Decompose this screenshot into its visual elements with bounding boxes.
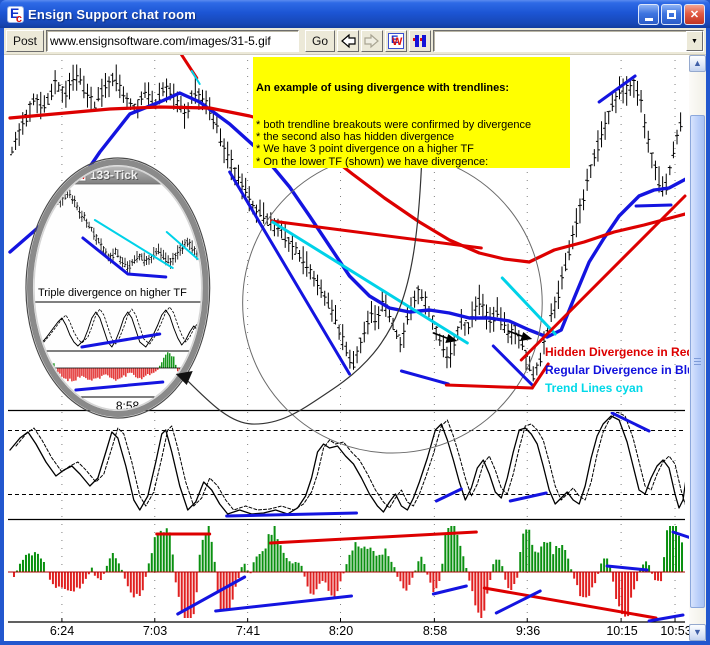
time-label: 7:03: [142, 624, 168, 638]
maximize-button[interactable]: [661, 3, 682, 25]
forward-button[interactable]: [361, 30, 383, 52]
titlebar-buttons: ✕: [638, 3, 705, 25]
svg-text:133-Tick: 133-Tick: [90, 168, 138, 182]
time-label: 9:36: [515, 624, 541, 638]
maximize-icon: [667, 9, 676, 19]
price-panel: [8, 64, 686, 382]
go-button[interactable]: Go: [305, 30, 335, 52]
scrollbar-thumb[interactable]: [690, 115, 705, 608]
annotation-title: An example of using divergence with tren…: [256, 82, 510, 95]
back-arrow-icon: [341, 33, 356, 49]
legend-item: Hidden Divergence in Red: [545, 345, 694, 359]
combobox-dropdown-arrow[interactable]: ▼: [686, 31, 703, 51]
ensign-windows-icon: E W: [388, 33, 404, 49]
scroll-down-button[interactable]: ▼: [689, 624, 706, 641]
ensign-windows-button[interactable]: E W: [385, 30, 407, 52]
annotation-line: * We have 3 point divergence on a higher…: [256, 143, 474, 156]
app-icon-letter-e: E: [10, 4, 20, 21]
svg-text:133-Tick: 133-Tick: [91, 169, 139, 183]
back-button[interactable]: [337, 30, 359, 52]
forward-arrow-icon: [364, 33, 379, 49]
window-title: Ensign Support chat room: [28, 6, 197, 22]
annotation-line: * On the lower TF (shown) we have diverg…: [256, 155, 489, 168]
vertical-scrollbar[interactable]: ▲ ▼: [689, 55, 706, 641]
minimize-button[interactable]: [638, 3, 659, 25]
ew-icon-letter-e: E: [391, 34, 399, 46]
post-button[interactable]: Post: [6, 30, 44, 52]
macd-panel: [7, 526, 689, 623]
chart-columns-icon: [413, 35, 426, 47]
annotation-box: An example of using divergence with tren…: [253, 57, 570, 168]
toolbar: Post Go E W: [4, 28, 706, 55]
ew-icon-letter-w: W: [392, 36, 403, 48]
stoch-panel: [9, 412, 686, 518]
url-input[interactable]: [46, 30, 299, 52]
annotation-line: * both trendline breakouts were confirme…: [256, 119, 532, 132]
time-label: 8:58: [422, 624, 448, 638]
annotation-line: * the second also has hidden divergence: [256, 131, 455, 144]
combobox-value: [434, 31, 686, 51]
time-label: 10:53: [660, 624, 692, 638]
minimize-icon: [644, 17, 653, 21]
scroll-up-button[interactable]: ▲: [689, 55, 706, 72]
time-label: 6:24: [49, 624, 75, 638]
scrollbar-grip-icon: [694, 357, 701, 366]
time-label: 7:41: [235, 624, 261, 638]
svg-text:Triple divergence on higher TF: Triple divergence on higher TF: [38, 287, 187, 299]
legend-item: Trend Lines cyan: [545, 381, 644, 395]
time-label: 8:20: [328, 624, 354, 638]
chart-toggle-button[interactable]: [409, 30, 431, 52]
chevron-down-icon: ▼: [693, 627, 702, 637]
app-icon-letter-c: c: [15, 12, 22, 25]
svg-text:8:58: 8:58: [116, 399, 140, 413]
time-label: 10:15: [606, 624, 638, 638]
annotation-lines: * both trendline breakouts were confirme…: [256, 119, 567, 168]
legend-item: Regular Divergence in Blue: [545, 363, 702, 377]
room-combobox[interactable]: ▼: [433, 30, 704, 52]
close-button[interactable]: ✕: [684, 3, 705, 25]
chevron-up-icon: ▲: [693, 58, 702, 68]
